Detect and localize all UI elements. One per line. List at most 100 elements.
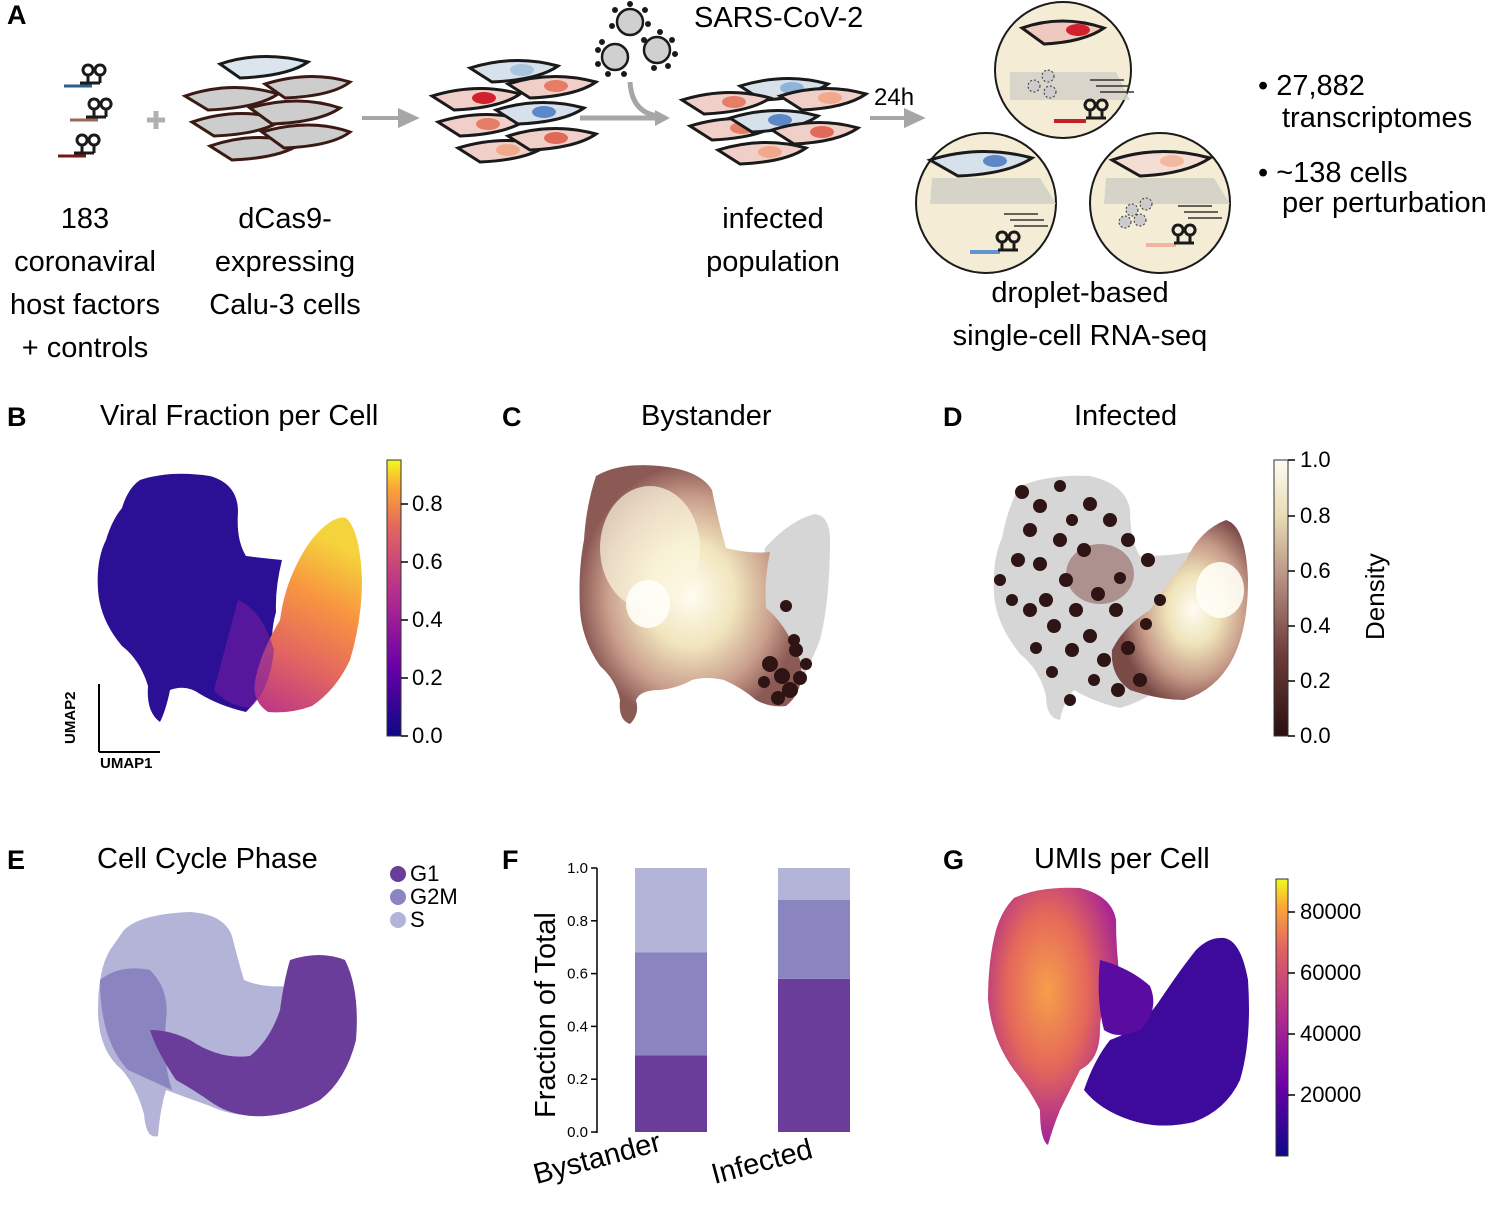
- panel-d-label: D: [943, 402, 963, 432]
- umap-g1-region: [150, 955, 357, 1117]
- guide-rna-icon: [58, 63, 113, 158]
- umi-colorbar: [1275, 878, 1289, 1157]
- umap2-axis-label: UMAP2: [62, 691, 79, 744]
- panel-e-label: E: [7, 845, 26, 875]
- panel-a-schematic: [58, 1, 1231, 274]
- g-tick-1: 40000: [1300, 1021, 1362, 1046]
- dcas9-cells-icon: [181, 55, 354, 162]
- umap-purple-gradient: [214, 600, 274, 708]
- droplet-left-icon: [915, 132, 1057, 274]
- density-axis-label: Density: [1360, 553, 1390, 640]
- d-tick-0: 0.0: [1300, 723, 1331, 748]
- umap1-axis-label: UMAP1: [100, 755, 153, 772]
- droplet-top-icon: [994, 1, 1134, 139]
- step4-line-1: droplet-based: [991, 277, 1169, 309]
- step1-line-2: coronaviral: [14, 246, 156, 278]
- timepoint-arrow-icon: [870, 107, 926, 129]
- umap-orange-cluster: [254, 517, 362, 713]
- step3-line-1: infected: [722, 203, 824, 235]
- panel-c-density: [579, 465, 830, 724]
- virus-spikes: [595, 1, 678, 77]
- f-ytick-label: 1.0: [567, 860, 588, 877]
- stat-line-1: • 27,882: [1258, 70, 1365, 102]
- umap-low-umi-cluster: [1084, 937, 1249, 1126]
- stat-line-3: • ~138 cells: [1258, 157, 1408, 189]
- panel-g-umap: [988, 878, 1295, 1157]
- d-tick-5: 1.0: [1300, 447, 1331, 472]
- step1-line-4: + controls: [21, 332, 149, 364]
- d-tick-2: 0.4: [1300, 613, 1331, 638]
- panel-a-label: A: [7, 0, 27, 30]
- infected-dark-points: [994, 480, 1166, 706]
- step2-line-1: dCas9-: [238, 203, 332, 235]
- plus-icon: [147, 111, 165, 129]
- panel-b-label: B: [7, 402, 27, 432]
- panel-g-label: G: [943, 845, 965, 875]
- d-tick-1: 0.2: [1300, 668, 1331, 693]
- umap-g2m-region: [100, 968, 172, 1090]
- stats-transcriptomes: • 27,882 transcriptomes: [1258, 70, 1472, 134]
- b-tick-4: 0.8: [412, 491, 443, 516]
- legend-g1-marker: [390, 866, 406, 882]
- bar-bystander-g1: [635, 1055, 707, 1132]
- viral-fraction-colorbar: [386, 459, 402, 737]
- d-tick-3: 0.6: [1300, 558, 1331, 583]
- legend-s-marker: [390, 912, 406, 928]
- umap-mid-umi-region: [1098, 960, 1154, 1035]
- f-ytick-label: 0.0: [567, 1124, 588, 1141]
- panel-c-label: C: [502, 402, 522, 432]
- scrnaseq-text: droplet-based single-cell RNA-seq: [920, 272, 1240, 358]
- legend-g2m-marker: [390, 889, 406, 905]
- bar-bystander-g2m: [635, 952, 707, 1056]
- b-tick-1: 0.2: [412, 665, 443, 690]
- f-ytick-label: 0.8: [567, 913, 588, 930]
- panel-d-title: Infected: [1074, 400, 1178, 432]
- stat-line-2: transcriptomes: [1282, 102, 1473, 134]
- bar-infected-s: [778, 868, 850, 900]
- panel-b-umap: [97, 459, 408, 753]
- virus-label: SARS-CoV-2: [694, 2, 864, 34]
- stats-cells: • ~138 cells per perturbation: [1258, 158, 1487, 218]
- bystander-dark-points: [758, 600, 812, 705]
- virus-icon: [600, 7, 672, 72]
- f-ylabel: Fraction of Total: [530, 912, 562, 1118]
- bar-infected-g1: [778, 978, 850, 1132]
- perturbed-cells-icon: [428, 59, 600, 164]
- step4-line-2: single-cell RNA-seq: [952, 320, 1208, 352]
- step1-line-1: 183: [60, 203, 110, 235]
- bar-infected-g2m: [778, 899, 850, 979]
- d-tick-4: 0.8: [1300, 503, 1331, 528]
- panel-f-stacked-bar: 0.0 0.2 0.4 0.6 0.8 1.0: [567, 860, 850, 1141]
- droplet-right-icon: [1089, 132, 1231, 274]
- g-tick-2: 60000: [1300, 960, 1362, 985]
- umap-high-umi-cluster: [988, 887, 1120, 1145]
- panel-b-title: Viral Fraction per Cell: [100, 400, 379, 432]
- stat-line-4: per perturbation: [1282, 187, 1487, 219]
- panel-e-umap: [98, 866, 406, 1137]
- g-tick-3: 80000: [1300, 899, 1362, 924]
- step2-line-3: Calu-3 cells: [209, 289, 361, 321]
- timepoint-label: 24h: [874, 84, 915, 111]
- infection-arrow-icon: [580, 81, 661, 121]
- infected-population-text: infected population: [686, 198, 860, 284]
- g-tick-0: 20000: [1300, 1082, 1362, 1107]
- bar-bystander-s: [635, 868, 707, 953]
- panel-d-density: [993, 459, 1295, 737]
- panel-c-title: Bystander: [641, 400, 772, 432]
- panel-e-title: Cell Cycle Phase: [97, 843, 318, 875]
- step2-line-2: expressing: [214, 246, 356, 278]
- f-ytick-label: 0.4: [567, 1018, 588, 1035]
- host-factors-text: 183 coronaviral host factors + controls: [0, 198, 170, 370]
- step1-line-3: host factors: [10, 289, 160, 321]
- b-tick-2: 0.4: [412, 607, 443, 632]
- step3-line-2: population: [706, 246, 840, 278]
- b-tick-0: 0.0: [412, 723, 443, 748]
- f-ytick-label: 0.2: [567, 1071, 588, 1088]
- panel-f-label: F: [502, 845, 519, 875]
- b-tick-3: 0.6: [412, 549, 443, 574]
- infection-arrow-head: [655, 110, 670, 126]
- legend-g1-label: G1: [410, 861, 440, 886]
- arrow-icon: [362, 107, 420, 129]
- f-ytick-label: 0.6: [567, 966, 588, 983]
- panel-g-title: UMIs per Cell: [1034, 843, 1210, 875]
